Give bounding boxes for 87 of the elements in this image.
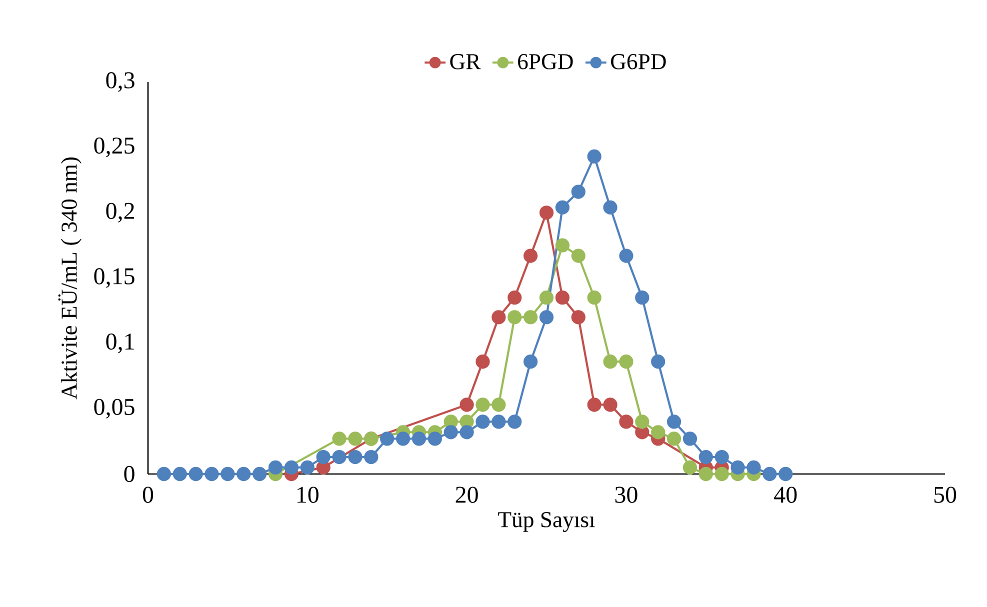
point bbox=[220, 466, 235, 482]
point bbox=[619, 414, 634, 429]
point bbox=[555, 238, 570, 252]
y-tick-label: 0,2 bbox=[106, 202, 134, 222]
point bbox=[460, 398, 474, 412]
point bbox=[476, 414, 490, 429]
point bbox=[587, 398, 602, 412]
point bbox=[348, 432, 362, 446]
point bbox=[571, 184, 586, 199]
point bbox=[412, 432, 426, 446]
point bbox=[539, 290, 554, 305]
point bbox=[714, 450, 729, 464]
point bbox=[523, 310, 538, 324]
point bbox=[587, 290, 602, 305]
point bbox=[492, 414, 506, 429]
point bbox=[300, 460, 314, 475]
point bbox=[746, 460, 761, 475]
legend-label: 6PGD bbox=[518, 54, 573, 70]
point bbox=[444, 425, 458, 440]
y-tick-label: 0,05 bbox=[94, 398, 134, 418]
point bbox=[252, 466, 267, 482]
point bbox=[571, 248, 586, 263]
point bbox=[603, 354, 618, 369]
x-tick-label: 40 bbox=[774, 486, 797, 503]
x-tick-label: 30 bbox=[615, 486, 638, 503]
point bbox=[332, 432, 346, 446]
point bbox=[698, 466, 713, 482]
point bbox=[682, 460, 698, 475]
legend-label: GR bbox=[450, 54, 481, 70]
point bbox=[508, 414, 522, 429]
point bbox=[635, 290, 650, 305]
point bbox=[603, 398, 618, 412]
point bbox=[476, 398, 490, 412]
point bbox=[555, 290, 570, 305]
point bbox=[603, 200, 618, 215]
y-tick-label: 0,3 bbox=[106, 72, 134, 92]
x-tick-label: 20 bbox=[456, 486, 478, 503]
point bbox=[571, 310, 586, 324]
point bbox=[332, 450, 346, 464]
point bbox=[492, 310, 506, 324]
point bbox=[619, 248, 634, 263]
point bbox=[172, 466, 187, 482]
point bbox=[698, 450, 713, 464]
point bbox=[380, 432, 394, 446]
point bbox=[539, 206, 554, 220]
point bbox=[188, 466, 203, 482]
x-tick-label: 10 bbox=[298, 486, 318, 503]
point bbox=[396, 432, 410, 446]
point bbox=[539, 310, 554, 324]
x-axis-title: Tüp Sayısı bbox=[498, 512, 595, 532]
point bbox=[204, 466, 219, 482]
y-axis-title: Aktivite EÜ/mL ( 340 nm) bbox=[58, 157, 82, 400]
point bbox=[156, 466, 172, 482]
y-tick-label: 0 bbox=[124, 466, 134, 482]
point bbox=[284, 460, 299, 475]
point bbox=[730, 460, 745, 475]
point bbox=[651, 354, 666, 369]
x-tick-label: 0 bbox=[142, 486, 154, 503]
point bbox=[508, 310, 522, 324]
point bbox=[523, 354, 538, 369]
point bbox=[666, 414, 682, 429]
point bbox=[651, 425, 666, 440]
point bbox=[778, 466, 793, 482]
point bbox=[236, 466, 251, 482]
point bbox=[762, 466, 777, 482]
point bbox=[476, 354, 490, 369]
y-tick-label: 0,25 bbox=[94, 138, 134, 158]
y-tick-label: 0,15 bbox=[94, 268, 134, 288]
point bbox=[619, 354, 634, 369]
point bbox=[492, 398, 506, 412]
point bbox=[316, 450, 330, 464]
point bbox=[348, 450, 362, 464]
point bbox=[635, 414, 650, 429]
point bbox=[508, 290, 522, 305]
point bbox=[555, 200, 570, 215]
point bbox=[428, 432, 442, 446]
point bbox=[714, 466, 729, 482]
point bbox=[666, 432, 682, 446]
x-tick-label: 50 bbox=[934, 486, 956, 503]
point bbox=[460, 425, 474, 440]
point bbox=[523, 248, 538, 263]
point bbox=[268, 460, 283, 475]
legend-label: G6PD bbox=[611, 54, 666, 70]
point bbox=[364, 450, 378, 464]
y-tick-label: 0,1 bbox=[106, 334, 134, 354]
point bbox=[682, 432, 698, 446]
point bbox=[587, 149, 602, 164]
